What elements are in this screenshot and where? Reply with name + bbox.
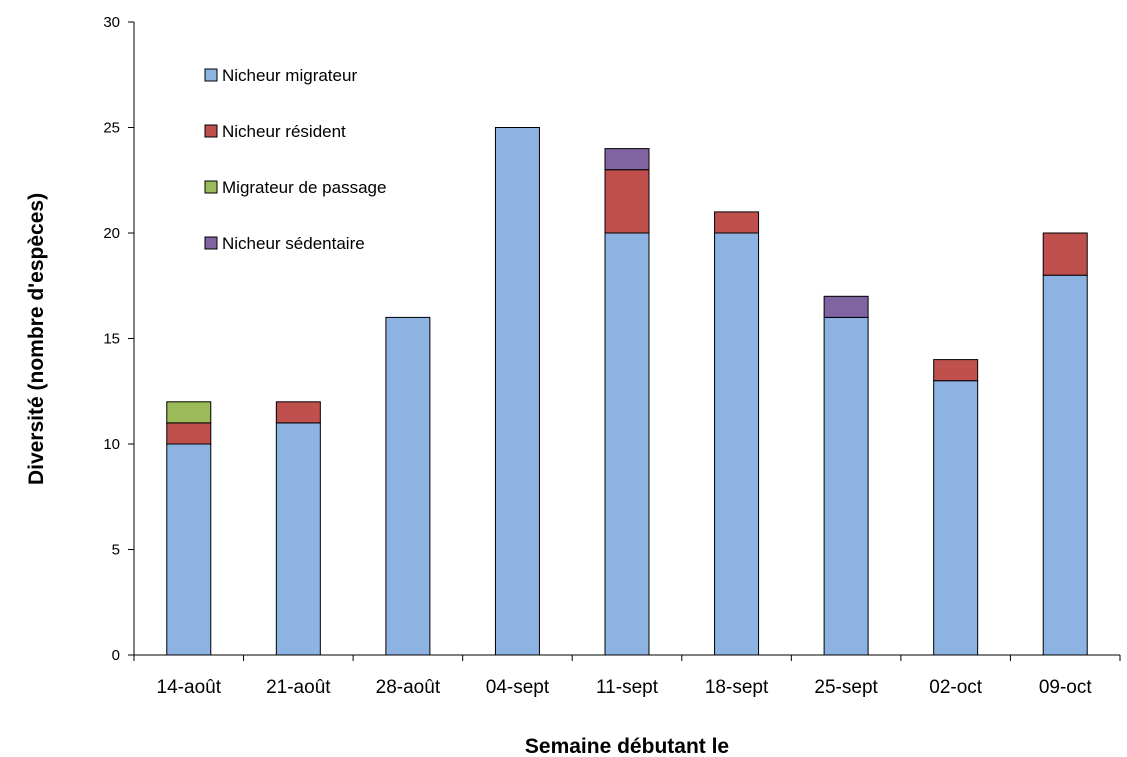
x-tick-label: 04-sept (486, 677, 550, 698)
y-tick-label: 30 (103, 14, 120, 31)
bar-segment (166, 422, 212, 445)
y-tick-label: 15 (103, 331, 120, 348)
x-tick-label: 14-août (157, 677, 222, 698)
bar-segment (166, 401, 212, 424)
plot-area (166, 127, 1088, 656)
x-tick-label: 25-sept (814, 677, 878, 698)
y-tick-label: 5 (112, 542, 120, 559)
bar-segment (823, 316, 869, 656)
bar-segment (275, 422, 321, 656)
y-tick-label: 10 (103, 436, 120, 453)
bar-segment (275, 401, 321, 424)
x-tick-label: 11-sept (596, 677, 659, 698)
tick-labels: 0 5 10 15 20 25 30 14-août 21-août 28-août 04-sept… (103, 14, 1092, 698)
x-tick-label: 09-oct (1039, 677, 1093, 698)
axes (128, 21, 1121, 661)
y-axis-title: Diversité (nombre d'espèces) (25, 193, 48, 485)
legend: Nicheur migrateur Nicheur résident Migrate… (204, 66, 386, 253)
bar-segment (166, 443, 212, 656)
x-axis-title: Semaine débutant le (525, 735, 729, 757)
legend-swatch (204, 180, 218, 194)
bar-segment (714, 211, 760, 234)
y-tick-label: 25 (103, 120, 120, 137)
y-tick-label: 0 (112, 647, 120, 664)
x-tick-label: 28-août (376, 677, 441, 698)
bar-segment (604, 169, 650, 234)
bar-segment (933, 359, 979, 382)
bar-segment (1042, 232, 1088, 276)
y-tick-label: 20 (103, 225, 120, 242)
legend-swatch (204, 68, 218, 82)
legend-swatch (204, 124, 218, 138)
legend-label: Nicheur résident (222, 122, 346, 141)
bar-segment (385, 316, 431, 656)
x-tick-label: 18-sept (705, 677, 769, 698)
bar-segment (494, 127, 540, 656)
x-tick-label: 02-oct (929, 677, 983, 698)
bar-segment (1042, 274, 1088, 656)
bar-segment (604, 148, 650, 171)
legend-label: Migrateur de passage (222, 178, 386, 197)
bar-segment (604, 232, 650, 656)
x-tick-label: 21-août (266, 677, 331, 698)
bar-segment (933, 380, 979, 656)
legend-label: Nicheur migrateur (222, 66, 357, 85)
legend-swatch (204, 236, 218, 250)
legend-label: Nicheur sédentaire (222, 234, 365, 253)
bar-segment (823, 295, 869, 318)
bar-segment (714, 232, 760, 656)
